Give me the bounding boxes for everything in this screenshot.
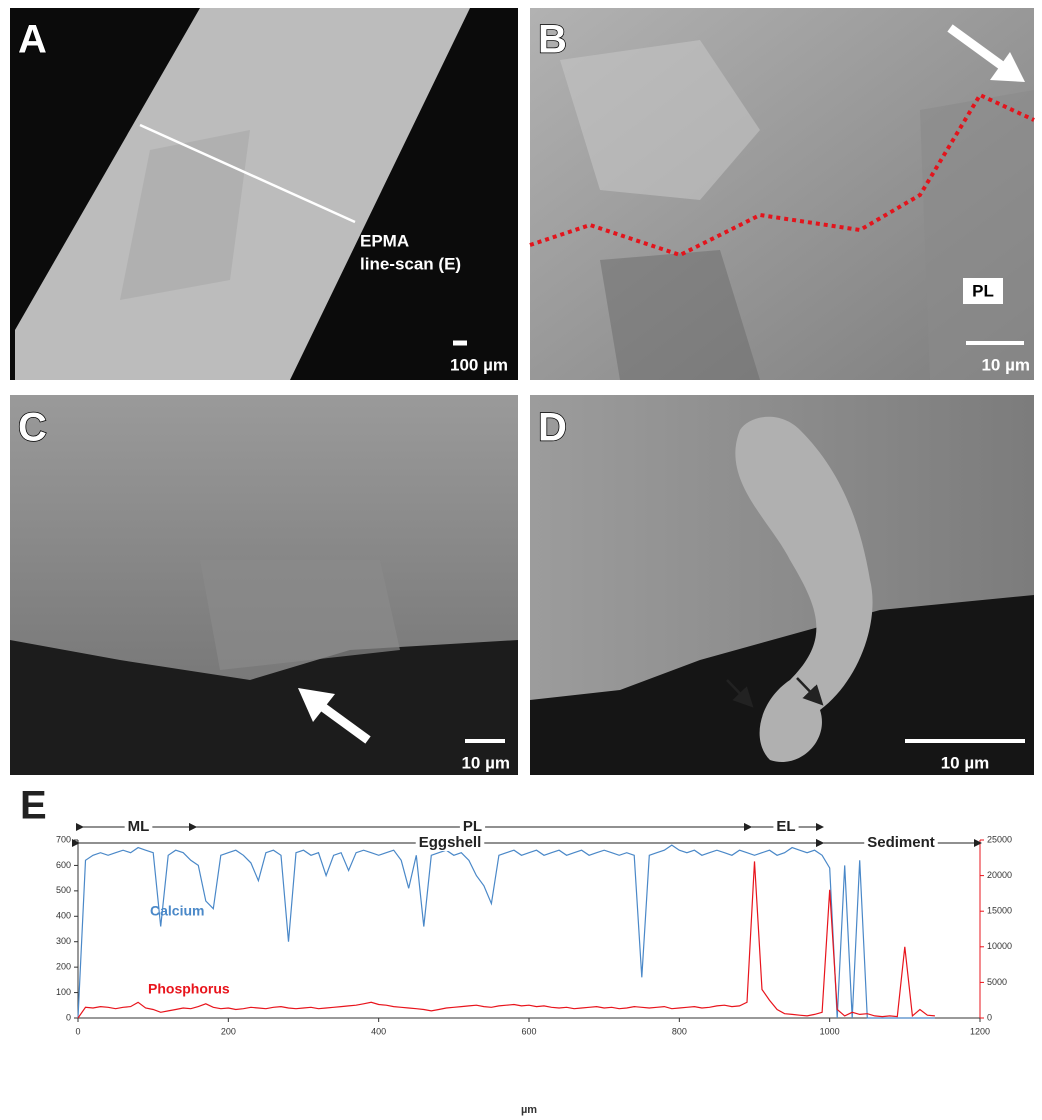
scale-bar-label: 100 µm (450, 355, 508, 374)
panel-b: B PL 10 µm (530, 8, 1034, 380)
annotation: Sediment (867, 834, 935, 851)
y2-tick-label: 25000 (987, 834, 1012, 844)
panel-label: D (538, 406, 567, 450)
x-tick-label: 1000 (820, 1026, 840, 1036)
annotation: Eggshell (419, 834, 482, 851)
annotation: ML (128, 818, 150, 835)
y-tick-label: 400 (56, 911, 71, 921)
annotation: line-scan (E) (360, 254, 461, 273)
panel-d: D 10 µm (530, 395, 1034, 775)
annotation: EPMA (360, 231, 409, 250)
panel-c: C 10 µm (10, 395, 518, 775)
scale-bar-label: 10 µm (941, 753, 990, 772)
scale-bar-label: 10 µm (981, 355, 1030, 374)
annotation: PL (463, 818, 482, 835)
scale-bar-label: 10 µm (461, 753, 510, 772)
y-tick-label: 600 (56, 860, 71, 870)
x-tick-label: 1200 (970, 1026, 990, 1036)
y-tick-label: 500 (56, 885, 71, 895)
x-axis-title: µm (521, 1104, 537, 1116)
y-tick-label: 100 (56, 987, 71, 997)
panel-a: A EPMA line-scan (E) 100 µm (10, 8, 518, 380)
y-tick-label: 300 (56, 936, 71, 946)
series-label: Phosphorus (148, 981, 230, 997)
y-tick-label: 0 (66, 1012, 71, 1022)
y2-tick-label: 0 (987, 1012, 992, 1022)
panel-label: B (538, 18, 567, 62)
x-tick-label: 0 (75, 1026, 80, 1036)
y2-tick-label: 15000 (987, 906, 1012, 916)
x-tick-label: 600 (521, 1026, 536, 1036)
y2-tick-label: 20000 (987, 870, 1012, 880)
y-tick-label: 700 (56, 834, 71, 844)
y2-tick-label: 10000 (987, 941, 1012, 951)
x-tick-label: 800 (672, 1026, 687, 1036)
y-tick-label: 200 (56, 962, 71, 972)
panel-label: A (18, 18, 47, 62)
series-label: Calcium (150, 903, 204, 919)
annotation: EL (776, 818, 795, 835)
x-tick-label: 200 (221, 1026, 236, 1036)
figure: A EPMA line-scan (E) 100 µm B PL 10 µm C… (0, 0, 1042, 1120)
panel-label: C (18, 406, 47, 450)
y2-tick-label: 5000 (987, 977, 1007, 987)
panel-label: E (20, 784, 47, 828)
annotation: PL (972, 281, 994, 300)
x-tick-label: 400 (371, 1026, 386, 1036)
